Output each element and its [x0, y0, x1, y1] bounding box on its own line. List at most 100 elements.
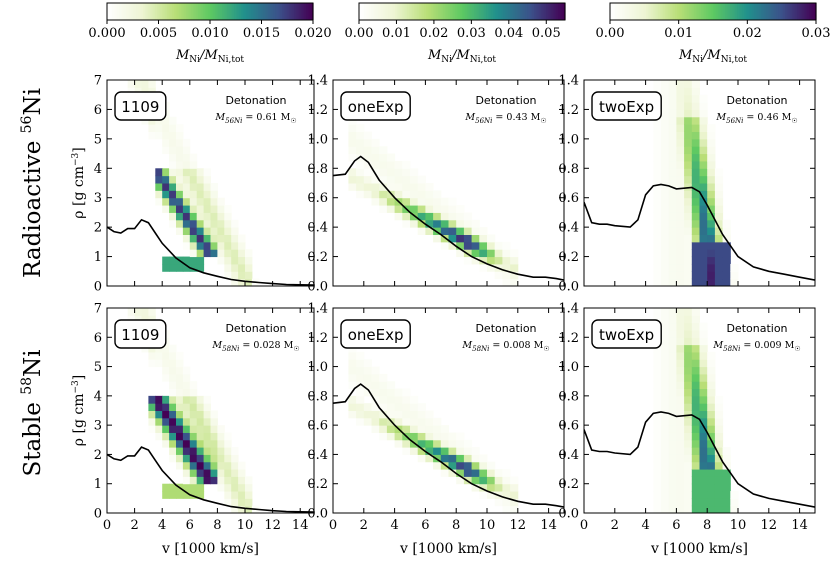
heatmap-cell [169, 138, 177, 147]
heatmap-cell [510, 263, 519, 272]
colorbar-swatch [489, 3, 492, 20]
heatmap-cell [691, 403, 700, 411]
heatmap-cell [479, 469, 488, 477]
heatmap-cell [668, 381, 677, 390]
heatmap-cell [417, 432, 426, 441]
heatmap-cell [676, 454, 685, 463]
heatmap-cell [162, 491, 170, 499]
row-label-2: Stable 58Ni [19, 349, 46, 476]
heatmap-cell [456, 219, 465, 228]
heatmap-cell [714, 491, 724, 499]
heatmap-cell [676, 344, 685, 353]
heatmap-cell [691, 425, 700, 433]
heatmap [348, 344, 519, 513]
heatmap-cell [394, 205, 403, 213]
colorbar-swatch [410, 3, 413, 20]
colorbar-swatch [156, 3, 160, 20]
heatmap-cell [668, 249, 677, 258]
heatmap-cell [210, 425, 218, 433]
y-tick-label: 0.4 [558, 221, 579, 236]
x-tick-label: 8 [213, 518, 221, 533]
heatmap-cell [699, 403, 708, 411]
heatmap-cell [386, 381, 396, 390]
colorbar-swatch [759, 3, 762, 20]
heatmap-cell [155, 403, 163, 411]
heatmap-cell [162, 124, 170, 132]
heatmap-cell [699, 381, 708, 390]
heatmap-cell [371, 146, 380, 155]
heatmap-cell [456, 241, 465, 250]
heatmap-cell [127, 308, 136, 316]
heatmap-cell [386, 183, 396, 191]
heatmap-cell [707, 388, 716, 397]
colorbar-swatch [376, 3, 379, 20]
heatmap-cell [394, 183, 403, 191]
heatmap-cell [394, 417, 403, 426]
colorbar-swatch [749, 3, 752, 20]
heatmap-cell [684, 271, 693, 280]
colorbar-swatch [158, 3, 161, 20]
heatmap-cell [699, 109, 708, 118]
colorbar-swatch [259, 3, 263, 20]
heatmap-cell [169, 256, 177, 265]
colorbar-swatch [666, 3, 669, 20]
heatmap-cell [394, 410, 403, 419]
colorbar-swatch [781, 3, 784, 20]
heatmap-cell [661, 190, 670, 199]
colorbar-swatch [737, 3, 740, 20]
heatmap-cell [661, 381, 670, 390]
heatmap-cell [699, 153, 708, 162]
heatmap-cell [203, 197, 211, 206]
heatmap-cell [691, 278, 700, 286]
y-tick-label: 6 [94, 331, 102, 346]
heatmap-cell [699, 498, 708, 507]
heatmap-cell [707, 256, 716, 265]
heatmap-cell [348, 124, 357, 132]
heatmap-cell [691, 491, 700, 499]
heatmap-cell [417, 175, 426, 184]
heatmap-cell [162, 138, 170, 147]
heatmap-cell [410, 197, 419, 206]
heatmap-cell [196, 183, 205, 191]
heatmap-cell [182, 432, 191, 441]
heatmap-cell [224, 432, 232, 441]
heatmap-cell [668, 219, 677, 228]
colorbar-swatch [690, 3, 693, 20]
heatmap-cell [691, 417, 700, 426]
heatmap-cell [676, 432, 685, 441]
colorbar-swatch [388, 3, 391, 20]
colorbar-swatch [472, 3, 475, 20]
heatmap-cell [684, 160, 693, 169]
heatmap-cell [189, 483, 198, 492]
heatmap-cell [684, 190, 693, 199]
colorbar-swatch [766, 3, 769, 20]
heatmap-cell [691, 190, 700, 199]
y-tick-label: 0.6 [307, 419, 328, 434]
heatmap-cell [691, 131, 700, 140]
heatmap-cell [196, 461, 205, 470]
heatmap-cell [691, 124, 700, 132]
heatmap-cell [196, 417, 205, 426]
heatmap-cell [148, 116, 156, 125]
heatmap-cell [224, 249, 232, 258]
heatmap-cell [502, 241, 511, 250]
heatmap-cell [722, 498, 731, 507]
colorbar-tick-label: 0.03 [457, 26, 486, 41]
colorbar-swatch [458, 3, 461, 20]
model-badge [591, 91, 662, 121]
heatmap-cell [231, 454, 239, 463]
heatmap-cell [684, 337, 693, 346]
heatmap-cell [210, 190, 218, 199]
heatmap-cell [661, 373, 670, 382]
colorbar-swatch [264, 3, 268, 20]
heatmap-cell [676, 337, 685, 346]
colorbar-swatch [479, 3, 482, 20]
heatmap-cell [707, 168, 716, 177]
heatmap-cell [668, 505, 677, 513]
heatmap-cell [371, 366, 380, 375]
heatmap-cell [348, 373, 357, 382]
heatmap-cell [182, 227, 191, 235]
heatmap-cell [440, 219, 449, 228]
heatmap-cell [448, 469, 457, 477]
heatmap-cell [433, 454, 442, 463]
